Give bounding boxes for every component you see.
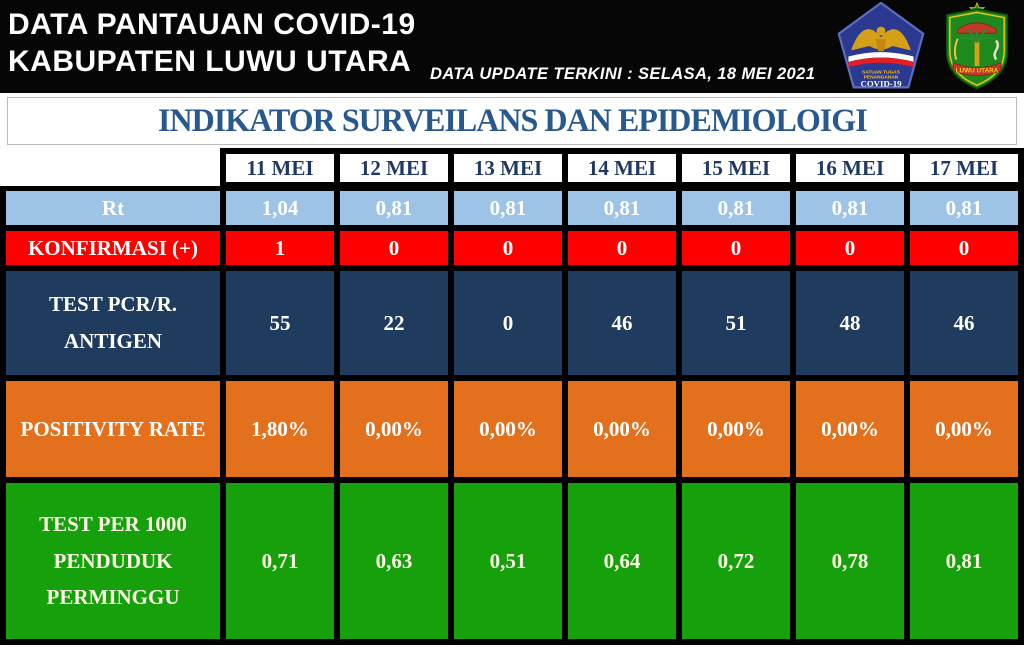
satgas-covid19-logo: SATUAN TUGAS PENANGANAN COVID-19 [836, 2, 926, 90]
value-cell-positivity-rate-11-mei: 1,80% [226, 381, 334, 477]
value-cell-test-pcr-15-mei: 51 [682, 271, 790, 375]
row-label-konfirmasi: KONFIRMASI (+) [6, 231, 220, 265]
luwu-utara-regency-logo: LUWU UTARA [932, 2, 1022, 90]
value-cell-test-per-1000-13-mei: 0,51 [454, 483, 562, 639]
value-cell-konfirmasi-16-mei: 0 [796, 231, 904, 265]
date-column-header: 13 MEI [454, 154, 562, 182]
value-cell-positivity-rate-14-mei: 0,00% [568, 381, 676, 477]
indicator-table: Rt 1,04 0,81 0,81 0,81 0,81 0,81 0,81 KONFIRMASI… [0, 186, 1024, 645]
value-cell-positivity-rate-12-mei: 0,00% [340, 381, 448, 477]
date-column-header: 15 MEI [682, 154, 790, 182]
date-header-row: 11 MEI 12 MEI 13 MEI 14 MEI 15 MEI 16 MEI 17 M… [220, 148, 1024, 186]
value-cell-test-pcr-16-mei: 48 [796, 271, 904, 375]
value-cell-rt-11-mei: 1,04 [226, 191, 334, 225]
satgas-logo-text-line3: COVID-19 [860, 78, 902, 88]
date-column-header: 14 MEI [568, 154, 676, 182]
value-cell-test-pcr-12-mei: 22 [340, 271, 448, 375]
satgas-logo-text-line1: SATUAN TUGAS [862, 69, 901, 75]
value-cell-test-per-1000-15-mei: 0,72 [682, 483, 790, 639]
value-cell-test-pcr-11-mei: 55 [226, 271, 334, 375]
row-label-test-per-1000: TEST PER 1000 PENDUDUK PERMINGGU [6, 483, 220, 639]
value-cell-test-per-1000-12-mei: 0,63 [340, 483, 448, 639]
page-title: DATA PANTAUAN COVID-19 KABUPATEN LUWU UT… [0, 0, 416, 93]
value-cell-konfirmasi-15-mei: 0 [682, 231, 790, 265]
value-cell-rt-16-mei: 0,81 [796, 191, 904, 225]
main-title: INDIKATOR SURVEILANS DAN EPIDEMIOLOIGI [157, 102, 868, 139]
date-column-header: 11 MEI [226, 154, 334, 182]
value-cell-rt-14-mei: 0,81 [568, 191, 676, 225]
value-cell-test-pcr-14-mei: 46 [568, 271, 676, 375]
main-title-band: INDIKATOR SURVEILANS DAN EPIDEMIOLOIGI [7, 97, 1017, 145]
value-cell-test-pcr-13-mei: 0 [454, 271, 562, 375]
value-cell-konfirmasi-17-mei: 0 [910, 231, 1018, 265]
date-column-header: 17 MEI [910, 154, 1018, 182]
value-cell-test-per-1000-14-mei: 0,64 [568, 483, 676, 639]
row-label-positivity-rate: POSITIVITY RATE [6, 381, 220, 477]
date-column-header: 12 MEI [340, 154, 448, 182]
satgas-covid19-logo-icon: SATUAN TUGAS PENANGANAN COVID-19 [837, 2, 925, 88]
value-cell-positivity-rate-17-mei: 0,00% [910, 381, 1018, 477]
data-update-date: DATA UPDATE TERKINI : SELASA, 18 MEI 202… [430, 65, 816, 83]
value-cell-rt-13-mei: 0,81 [454, 191, 562, 225]
value-cell-rt-15-mei: 0,81 [682, 191, 790, 225]
page-title-line2: KABUPATEN LUWU UTARA [8, 45, 412, 78]
value-cell-test-pcr-17-mei: 46 [910, 271, 1018, 375]
value-cell-konfirmasi-14-mei: 0 [568, 231, 676, 265]
luwu-utara-logo-icon: LUWU UTARA [945, 2, 1009, 90]
luwu-utara-logo-text: LUWU UTARA [956, 67, 999, 74]
value-cell-konfirmasi-12-mei: 0 [340, 231, 448, 265]
value-cell-rt-17-mei: 0,81 [910, 191, 1018, 225]
value-cell-positivity-rate-15-mei: 0,00% [682, 381, 790, 477]
date-column-header: 16 MEI [796, 154, 904, 182]
row-label-test-pcr: TEST PCR/R. ANTIGEN [6, 271, 220, 375]
value-cell-test-per-1000-16-mei: 0,78 [796, 483, 904, 639]
row-label-rt: Rt [6, 191, 220, 225]
value-cell-konfirmasi-13-mei: 0 [454, 231, 562, 265]
value-cell-positivity-rate-13-mei: 0,00% [454, 381, 562, 477]
value-cell-konfirmasi-11-mei: 1 [226, 231, 334, 265]
value-cell-test-per-1000-11-mei: 0,71 [226, 483, 334, 639]
top-header-bar: DATA PANTAUAN COVID-19 KABUPATEN LUWU UT… [0, 0, 1024, 93]
logo-group: SATUAN TUGAS PENANGANAN COVID-19 [836, 2, 1022, 90]
page-title-line1: DATA PANTAUAN COVID-19 [8, 8, 416, 41]
value-cell-rt-12-mei: 0,81 [340, 191, 448, 225]
value-cell-positivity-rate-16-mei: 0,00% [796, 381, 904, 477]
value-cell-test-per-1000-17-mei: 0,81 [910, 483, 1018, 639]
satgas-logo-text-line2: PENANGANAN [864, 75, 899, 81]
